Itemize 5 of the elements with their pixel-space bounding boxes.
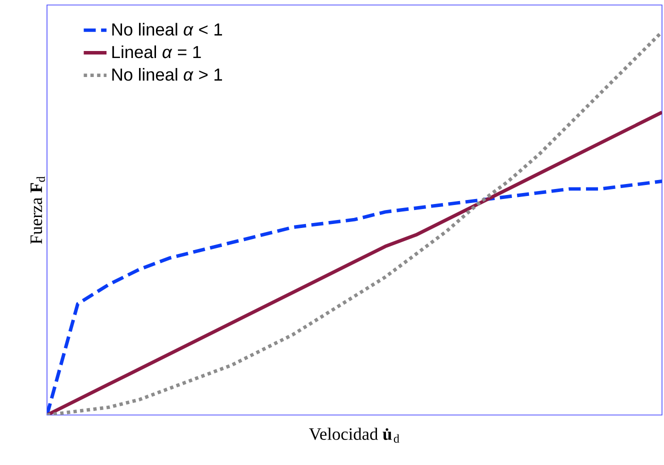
legend-label: Lineal α = 1 xyxy=(112,45,201,58)
legend-label: No lineal α > 1 xyxy=(112,68,222,81)
y-axis-title: Fuerza F$_{d}$ xyxy=(30,176,45,244)
legend-label: No lineal α < 1 xyxy=(112,22,222,36)
x-axis-title: Velocidad u̇$_{d}$ xyxy=(309,428,400,443)
